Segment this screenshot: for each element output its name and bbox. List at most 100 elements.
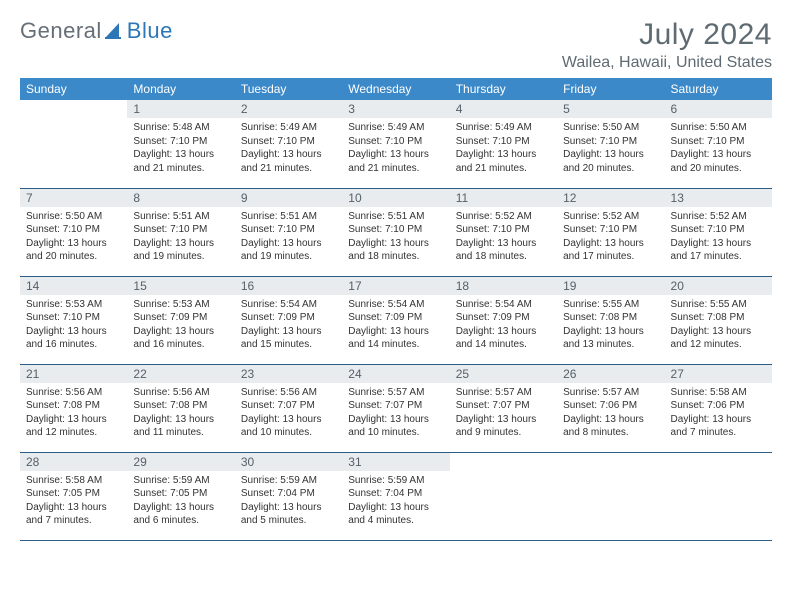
calendar-cell: 5Sunrise: 5:50 AMSunset: 7:10 PMDaylight… [557,100,664,188]
calendar-cell: 14Sunrise: 5:53 AMSunset: 7:10 PMDayligh… [20,276,127,364]
sunset-line: Sunset: 7:10 PM [348,135,443,149]
sunset-line: Sunset: 7:08 PM [26,399,121,413]
daylight-line: Daylight: 13 hours and 21 minutes. [348,148,443,175]
calendar-cell: 29Sunrise: 5:59 AMSunset: 7:05 PMDayligh… [127,452,234,540]
calendar-cell: 20Sunrise: 5:55 AMSunset: 7:08 PMDayligh… [665,276,772,364]
daylight-line: Daylight: 13 hours and 16 minutes. [133,325,228,352]
sunrise-line: Sunrise: 5:56 AM [241,386,336,400]
day-number: 16 [235,277,342,295]
logo-text-a: General [20,18,102,44]
day-body: Sunrise: 5:57 AMSunset: 7:07 PMDaylight:… [342,383,449,444]
sunrise-line: Sunrise: 5:57 AM [563,386,658,400]
sunset-line: Sunset: 7:10 PM [671,223,766,237]
calendar-cell: 11Sunrise: 5:52 AMSunset: 7:10 PMDayligh… [450,188,557,276]
day-number: 29 [127,453,234,471]
day-body: Sunrise: 5:56 AMSunset: 7:08 PMDaylight:… [20,383,127,444]
sunrise-line: Sunrise: 5:55 AM [671,298,766,312]
sunset-line: Sunset: 7:10 PM [456,223,551,237]
sunrise-line: Sunrise: 5:58 AM [671,386,766,400]
sunrise-line: Sunrise: 5:57 AM [456,386,551,400]
day-number: 28 [20,453,127,471]
sunset-line: Sunset: 7:07 PM [241,399,336,413]
day-body: Sunrise: 5:50 AMSunset: 7:10 PMDaylight:… [20,207,127,268]
day-body: Sunrise: 5:53 AMSunset: 7:09 PMDaylight:… [127,295,234,356]
sunrise-line: Sunrise: 5:52 AM [456,210,551,224]
calendar-cell: 8Sunrise: 5:51 AMSunset: 7:10 PMDaylight… [127,188,234,276]
calendar-cell: 4Sunrise: 5:49 AMSunset: 7:10 PMDaylight… [450,100,557,188]
sunrise-line: Sunrise: 5:57 AM [348,386,443,400]
sunrise-line: Sunrise: 5:59 AM [348,474,443,488]
sunrise-line: Sunrise: 5:50 AM [26,210,121,224]
day-number: 1 [127,100,234,118]
calendar-week-row: 1Sunrise: 5:48 AMSunset: 7:10 PMDaylight… [20,100,772,188]
day-number: 3 [342,100,449,118]
day-number: 12 [557,189,664,207]
calendar-body: 1Sunrise: 5:48 AMSunset: 7:10 PMDaylight… [20,100,772,540]
calendar-cell: 22Sunrise: 5:56 AMSunset: 7:08 PMDayligh… [127,364,234,452]
daylight-line: Daylight: 13 hours and 16 minutes. [26,325,121,352]
sunset-line: Sunset: 7:10 PM [241,223,336,237]
sunrise-line: Sunrise: 5:53 AM [26,298,121,312]
day-number: 23 [235,365,342,383]
day-body: Sunrise: 5:59 AMSunset: 7:05 PMDaylight:… [127,471,234,532]
sunset-line: Sunset: 7:10 PM [671,135,766,149]
location-text: Wailea, Hawaii, United States [562,54,772,72]
day-body: Sunrise: 5:59 AMSunset: 7:04 PMDaylight:… [342,471,449,532]
sunrise-line: Sunrise: 5:52 AM [563,210,658,224]
day-body: Sunrise: 5:54 AMSunset: 7:09 PMDaylight:… [450,295,557,356]
sunset-line: Sunset: 7:10 PM [348,223,443,237]
day-body: Sunrise: 5:54 AMSunset: 7:09 PMDaylight:… [235,295,342,356]
daylight-line: Daylight: 13 hours and 4 minutes. [348,501,443,528]
calendar-week-row: 28Sunrise: 5:58 AMSunset: 7:05 PMDayligh… [20,452,772,540]
sunset-line: Sunset: 7:10 PM [26,311,121,325]
calendar-cell: 2Sunrise: 5:49 AMSunset: 7:10 PMDaylight… [235,100,342,188]
sunrise-line: Sunrise: 5:56 AM [26,386,121,400]
sunrise-line: Sunrise: 5:56 AM [133,386,228,400]
sunrise-line: Sunrise: 5:53 AM [133,298,228,312]
sunrise-line: Sunrise: 5:54 AM [241,298,336,312]
daylight-line: Daylight: 13 hours and 19 minutes. [241,237,336,264]
sunset-line: Sunset: 7:08 PM [133,399,228,413]
daylight-line: Daylight: 13 hours and 6 minutes. [133,501,228,528]
sunrise-line: Sunrise: 5:59 AM [241,474,336,488]
calendar-cell: 1Sunrise: 5:48 AMSunset: 7:10 PMDaylight… [127,100,234,188]
logo-sail-icon [104,21,124,41]
daylight-line: Daylight: 13 hours and 21 minutes. [241,148,336,175]
day-number: 9 [235,189,342,207]
day-number: 21 [20,365,127,383]
daylight-line: Daylight: 13 hours and 7 minutes. [671,413,766,440]
calendar-cell: 26Sunrise: 5:57 AMSunset: 7:06 PMDayligh… [557,364,664,452]
daylight-line: Daylight: 13 hours and 14 minutes. [456,325,551,352]
title-block: July 2024 Wailea, Hawaii, United States [562,18,772,72]
daylight-line: Daylight: 13 hours and 17 minutes. [563,237,658,264]
daylight-line: Daylight: 13 hours and 21 minutes. [456,148,551,175]
daylight-line: Daylight: 13 hours and 20 minutes. [563,148,658,175]
day-number: 30 [235,453,342,471]
day-body: Sunrise: 5:58 AMSunset: 7:06 PMDaylight:… [665,383,772,444]
sunset-line: Sunset: 7:07 PM [348,399,443,413]
daylight-line: Daylight: 13 hours and 19 minutes. [133,237,228,264]
daylight-line: Daylight: 13 hours and 17 minutes. [671,237,766,264]
day-body: Sunrise: 5:54 AMSunset: 7:09 PMDaylight:… [342,295,449,356]
sunrise-line: Sunrise: 5:50 AM [563,121,658,135]
sunset-line: Sunset: 7:10 PM [133,223,228,237]
daylight-line: Daylight: 13 hours and 14 minutes. [348,325,443,352]
calendar-week-row: 14Sunrise: 5:53 AMSunset: 7:10 PMDayligh… [20,276,772,364]
day-body: Sunrise: 5:49 AMSunset: 7:10 PMDaylight:… [450,118,557,179]
daylight-line: Daylight: 13 hours and 8 minutes. [563,413,658,440]
day-number: 26 [557,365,664,383]
day-body: Sunrise: 5:56 AMSunset: 7:07 PMDaylight:… [235,383,342,444]
sunset-line: Sunset: 7:09 PM [241,311,336,325]
page-header: General Blue July 2024 Wailea, Hawaii, U… [20,18,772,72]
daylight-line: Daylight: 13 hours and 18 minutes. [348,237,443,264]
day-number: 13 [665,189,772,207]
calendar-cell: 24Sunrise: 5:57 AMSunset: 7:07 PMDayligh… [342,364,449,452]
day-body: Sunrise: 5:49 AMSunset: 7:10 PMDaylight:… [235,118,342,179]
day-number: 18 [450,277,557,295]
calendar-cell: 7Sunrise: 5:50 AMSunset: 7:10 PMDaylight… [20,188,127,276]
day-body: Sunrise: 5:57 AMSunset: 7:06 PMDaylight:… [557,383,664,444]
calendar-cell: 17Sunrise: 5:54 AMSunset: 7:09 PMDayligh… [342,276,449,364]
weekday-header: Saturday [665,78,772,100]
calendar-cell: 9Sunrise: 5:51 AMSunset: 7:10 PMDaylight… [235,188,342,276]
calendar-week-row: 7Sunrise: 5:50 AMSunset: 7:10 PMDaylight… [20,188,772,276]
